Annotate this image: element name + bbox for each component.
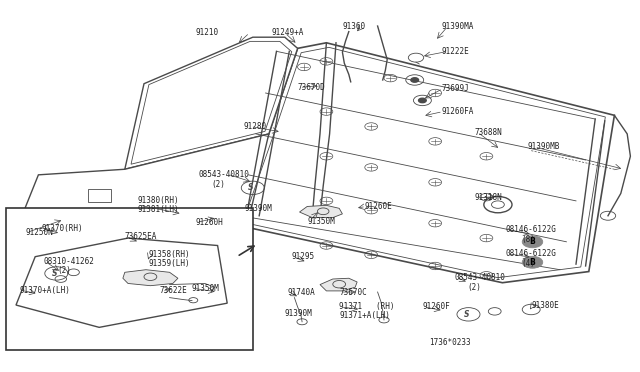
Text: 91380(RH): 91380(RH): [138, 196, 179, 205]
Text: B: B: [530, 237, 535, 246]
Text: 08146-6122G: 08146-6122G: [506, 225, 556, 234]
Text: 73670C: 73670C: [339, 288, 367, 296]
Text: 91358(RH): 91358(RH): [148, 250, 190, 259]
Text: S: S: [248, 183, 253, 192]
Text: S: S: [52, 269, 57, 278]
Text: S: S: [464, 310, 469, 319]
Polygon shape: [176, 212, 234, 229]
Text: 73699J: 73699J: [442, 84, 469, 93]
Polygon shape: [300, 205, 342, 218]
Polygon shape: [123, 270, 178, 286]
Text: 91359(LH): 91359(LH): [148, 259, 190, 268]
Text: 91390M: 91390M: [285, 309, 312, 318]
Text: 91350M: 91350M: [192, 284, 220, 293]
Text: 91390MA: 91390MA: [442, 22, 474, 31]
Text: 08310-41262: 08310-41262: [44, 257, 94, 266]
Text: 91210: 91210: [195, 28, 218, 37]
Text: 91250N: 91250N: [26, 228, 53, 237]
Text: 73625EA: 73625EA: [125, 232, 157, 241]
Text: 91380E: 91380E: [531, 301, 559, 310]
Text: 91390M: 91390M: [244, 204, 272, 213]
Text: 91260H: 91260H: [195, 218, 223, 227]
Text: 73622E: 73622E: [160, 286, 188, 295]
Text: 91295: 91295: [291, 252, 314, 261]
Text: (2): (2): [211, 180, 225, 189]
Text: (2): (2): [467, 283, 481, 292]
Text: 73670D: 73670D: [298, 83, 325, 92]
Text: 91222E: 91222E: [442, 47, 469, 56]
Text: 91371   (RH): 91371 (RH): [339, 302, 395, 311]
Text: B: B: [530, 258, 535, 267]
Text: 91318N: 91318N: [475, 193, 502, 202]
Text: 91381(LH): 91381(LH): [138, 205, 179, 214]
Text: 91360: 91360: [342, 22, 365, 31]
Text: 91280: 91280: [243, 122, 266, 131]
Text: 91260F: 91260F: [422, 302, 450, 311]
Circle shape: [522, 236, 543, 248]
Polygon shape: [125, 37, 298, 169]
Bar: [88, 189, 111, 202]
Polygon shape: [16, 134, 269, 238]
Circle shape: [522, 256, 543, 268]
Text: 08543-40810: 08543-40810: [198, 170, 249, 179]
Text: 08543-40810: 08543-40810: [454, 273, 505, 282]
Text: 91260E: 91260E: [365, 202, 392, 211]
Polygon shape: [320, 278, 357, 291]
Text: 91260FA: 91260FA: [442, 107, 474, 116]
Polygon shape: [16, 238, 227, 327]
Text: (8): (8): [522, 235, 536, 244]
Text: 91370+A(LH): 91370+A(LH): [19, 286, 70, 295]
Circle shape: [419, 98, 426, 103]
Text: S: S: [52, 269, 57, 278]
Text: 91740A: 91740A: [288, 288, 316, 296]
Text: 91390MB: 91390MB: [528, 142, 561, 151]
Text: 91249+A: 91249+A: [272, 28, 305, 37]
Text: (4): (4): [522, 259, 536, 268]
Text: 73688N: 73688N: [475, 128, 502, 137]
Text: 91370(RH): 91370(RH): [42, 224, 83, 233]
Polygon shape: [237, 43, 614, 283]
Text: 08146-6122G: 08146-6122G: [506, 249, 556, 258]
Text: (2): (2): [58, 266, 72, 275]
Bar: [6, 208, 253, 350]
Text: 91350M: 91350M: [307, 217, 335, 226]
Text: 91371+A(LH): 91371+A(LH): [339, 311, 390, 320]
Circle shape: [411, 78, 419, 82]
Text: 1736*0233: 1736*0233: [429, 338, 470, 347]
